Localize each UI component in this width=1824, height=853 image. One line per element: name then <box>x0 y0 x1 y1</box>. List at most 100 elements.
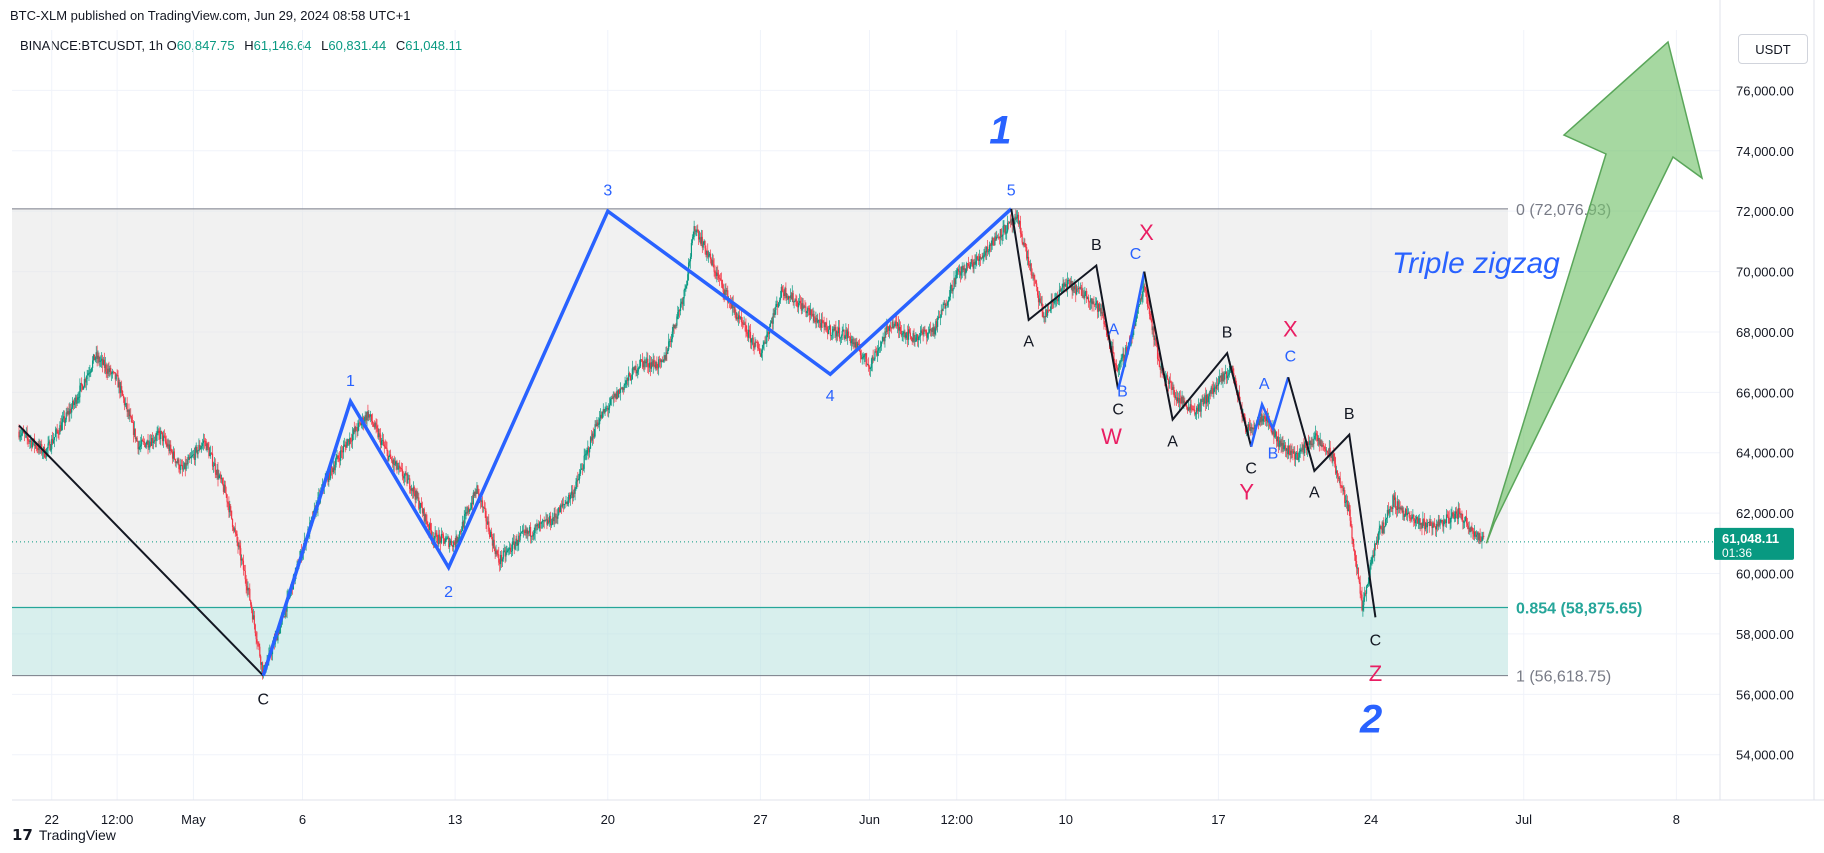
candle-body <box>997 236 1000 238</box>
fib-label: 0.854 (58,875.65) <box>1516 600 1642 617</box>
candle-body <box>623 385 625 391</box>
candle-body <box>166 443 168 447</box>
candle-body <box>437 542 439 545</box>
candle-body <box>105 364 107 372</box>
candle-body <box>489 531 491 537</box>
candle-body <box>958 271 961 273</box>
candle-body <box>133 428 135 435</box>
candle-body <box>1393 495 1395 501</box>
candle-body <box>1304 442 1306 454</box>
y-tick-label: 74,000.00 <box>1736 144 1794 159</box>
candle-body <box>1424 522 1427 530</box>
candle-body <box>183 462 185 469</box>
candle-body <box>1450 516 1452 523</box>
candle-body <box>772 313 774 324</box>
candle-body <box>1285 445 1287 451</box>
candle-body <box>532 534 534 537</box>
candle-body <box>1228 372 1230 375</box>
candle-body <box>561 503 563 507</box>
candle-body <box>530 535 533 537</box>
candle-body <box>659 359 662 363</box>
candle-body <box>1250 427 1252 431</box>
candle-body <box>1463 522 1465 523</box>
candle-body <box>1409 517 1411 519</box>
candle-body <box>217 469 219 479</box>
candle-body <box>570 491 573 495</box>
candle-body <box>386 448 388 451</box>
candle-body <box>122 395 125 399</box>
candle-body <box>1173 386 1175 396</box>
candle-body <box>1473 533 1475 537</box>
candle-body <box>348 439 350 445</box>
candle-body <box>27 437 29 441</box>
candle-body <box>1037 295 1040 303</box>
candle-body <box>185 463 187 470</box>
candle-body <box>1464 521 1466 523</box>
candle-body <box>1075 284 1077 295</box>
candle-body <box>474 491 476 497</box>
candle-body <box>1343 490 1345 492</box>
candle-body <box>192 454 195 456</box>
candle-body <box>1314 435 1316 440</box>
candle-body <box>428 526 430 531</box>
candle-body <box>695 231 697 233</box>
candle-body <box>1043 316 1045 318</box>
candle-body <box>1188 407 1190 411</box>
candle-body <box>853 342 855 345</box>
candle-body <box>706 251 708 255</box>
wave-label: C <box>1130 246 1142 263</box>
candle-body <box>430 523 432 531</box>
candle-body <box>674 325 676 328</box>
candle-body <box>412 486 414 492</box>
candle-body <box>483 506 485 508</box>
currency-selector[interactable]: USDT <box>1738 34 1808 64</box>
candle-body <box>527 531 529 534</box>
candle-body <box>97 355 99 359</box>
candle-body <box>694 226 696 232</box>
candle-body <box>422 509 424 514</box>
candle-body <box>284 608 286 618</box>
candle-body <box>1015 216 1017 219</box>
candle-body <box>1006 231 1008 233</box>
candle-body <box>1065 283 1067 285</box>
candle-body <box>1335 470 1338 474</box>
candle-body <box>366 411 368 421</box>
candle-body <box>1328 447 1330 454</box>
candle-body <box>57 431 59 434</box>
candle-body <box>1066 280 1069 290</box>
candle-body <box>1380 526 1382 529</box>
candle-body <box>636 371 638 374</box>
candle-body <box>154 440 156 442</box>
candle-body <box>52 439 55 444</box>
candle-body <box>209 452 211 457</box>
candle-body <box>825 322 827 326</box>
candle-body <box>501 558 504 562</box>
candle-body <box>1251 427 1253 430</box>
wave-w-line <box>1010 208 1120 390</box>
candle-body <box>1449 522 1451 524</box>
candle-body <box>790 295 792 300</box>
candle-body <box>1194 410 1196 415</box>
candle-body <box>867 364 870 367</box>
candle-body <box>946 304 948 306</box>
candle-body <box>957 268 959 271</box>
symbol-interval[interactable]: BINANCE:BTCUSDT, 1h <box>20 38 164 53</box>
candle-body <box>504 550 506 557</box>
candle-body <box>233 528 235 531</box>
candle-body <box>341 451 344 453</box>
candle-body <box>1395 508 1398 510</box>
candle-body <box>818 319 820 321</box>
footer-brand[interactable]: 𝟭𝟳 TradingView <box>12 826 116 844</box>
candle-body <box>1122 353 1124 358</box>
candle-body <box>1287 445 1289 455</box>
candle-body <box>815 318 817 322</box>
candle-body <box>1094 304 1096 305</box>
candle-body <box>713 264 715 272</box>
candle-body <box>638 367 640 369</box>
candle-body <box>52 438 54 444</box>
candle-body <box>539 522 541 529</box>
candle-body <box>47 443 49 449</box>
candle-body <box>882 337 884 341</box>
candle-body <box>1442 521 1444 527</box>
